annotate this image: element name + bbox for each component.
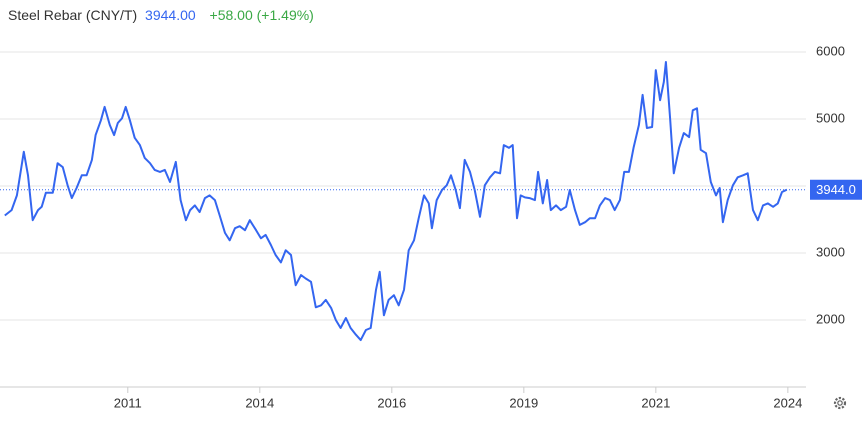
y-tick-label: 2000: [816, 311, 845, 326]
x-tick-label: 2024: [773, 395, 802, 410]
instrument-name: Steel Rebar (CNY/T): [8, 7, 137, 23]
x-tick-label: 2011: [114, 395, 142, 410]
reference-label: 3944.0: [816, 182, 856, 197]
price-line: [4, 61, 788, 342]
x-tick-label: 2016: [377, 395, 406, 410]
y-tick-label: 3000: [816, 244, 845, 259]
chart-header: Steel Rebar (CNY/T) 3944.00 +58.00 (+1.4…: [8, 7, 314, 23]
x-tick-label: 2021: [641, 395, 670, 410]
reference-label-box: [810, 179, 862, 200]
gear-hub: [837, 400, 843, 406]
gear-teeth: [833, 396, 847, 410]
settings-icon[interactable]: [833, 396, 847, 410]
y-tick-label: 5000: [816, 110, 845, 125]
x-tick-label: 2019: [509, 395, 538, 410]
x-tick-label: 2014: [245, 395, 274, 410]
y-tick-label: 6000: [816, 43, 845, 58]
price-change: +58.00 (+1.49%): [210, 7, 314, 23]
last-price: 3944.00: [145, 7, 196, 23]
